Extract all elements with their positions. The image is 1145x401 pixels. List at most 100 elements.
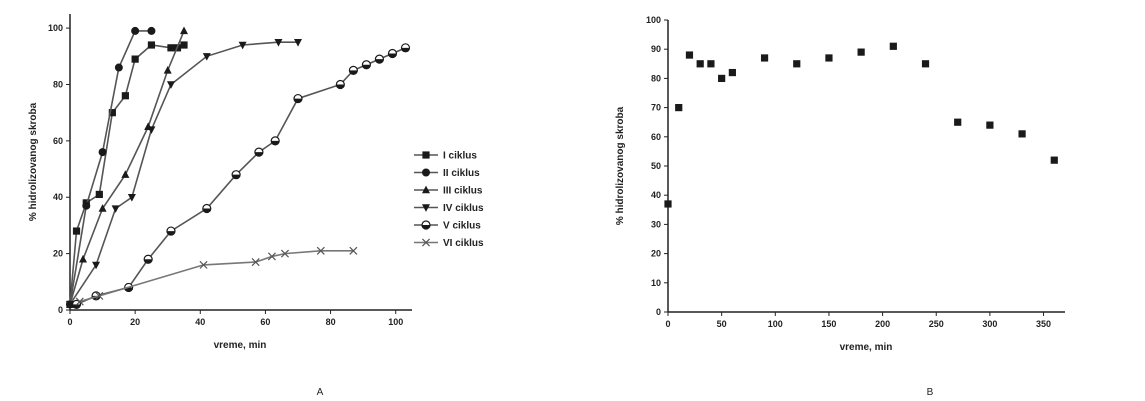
data-point (66, 301, 74, 309)
data-point (251, 258, 260, 267)
panel-b-x-tick-label: 300 (982, 319, 997, 329)
data-point (199, 260, 208, 269)
panel-a-y-tick-label: 100 (48, 23, 63, 33)
legend-label: I ciklus (443, 151, 477, 162)
data-point (316, 246, 325, 255)
legend-marker (422, 204, 430, 212)
panel-a-y-tick-label: 0 (58, 305, 63, 315)
data-point (857, 48, 865, 56)
data-point (718, 74, 726, 82)
legend-entry: VI ciklus (414, 238, 484, 249)
data-point (147, 41, 156, 49)
panel-b-y-label: % hidrolizovanog skroba (615, 106, 626, 225)
legend-entry: V ciklus (414, 220, 481, 232)
data-point (131, 55, 139, 63)
data-point (114, 63, 123, 72)
data-point (98, 148, 107, 157)
legend-marker (421, 238, 431, 247)
panel-b-y-tick-label: 40 (651, 190, 661, 200)
series-2 (66, 26, 156, 309)
panel-b-y-tick-label: 0 (656, 307, 661, 317)
series-line (76, 47, 406, 306)
panel-a-y-tick-label: 40 (53, 192, 63, 202)
legend-entry: I ciklus (414, 151, 477, 162)
data-point (143, 254, 153, 264)
legend-label: IV ciklus (443, 203, 484, 214)
data-point (685, 51, 694, 59)
panel-a-y-tick-label: 60 (53, 136, 63, 146)
data-point (166, 81, 175, 89)
data-point (254, 147, 264, 157)
data-point (270, 136, 280, 146)
data-point (180, 41, 188, 49)
panel-a-y-tick-label: 20 (53, 249, 63, 259)
panel-a: 0 20 40 60 80 100 0 20 40 60 80 100 I ciklus II cik… (28, 14, 484, 398)
panel-b-x-tick-label: 150 (821, 319, 836, 329)
data-point (231, 170, 241, 180)
legend-label: V ciklus (443, 221, 481, 232)
data-point (1050, 156, 1058, 164)
data-point (986, 121, 994, 129)
series-line (69, 41, 298, 305)
data-point (921, 60, 930, 68)
data-point (1018, 130, 1026, 138)
data-point (274, 38, 283, 47)
panel-a-legend: I ciklus II ciklus III ciklus IV ciklus V ci… (414, 151, 484, 249)
legend-label: II ciklus (443, 168, 480, 179)
data-point (72, 227, 81, 235)
panel-a-x-tick-label: 100 (388, 317, 403, 327)
panel-b-x-tick-label: 350 (1036, 319, 1051, 329)
data-point (267, 252, 276, 261)
legend-marker (421, 220, 431, 230)
data-point (95, 291, 104, 300)
data-point (167, 44, 175, 52)
panel-b-x-tick-label: 100 (768, 319, 783, 329)
data-point (163, 65, 172, 74)
data-point (121, 170, 130, 178)
data-point (92, 261, 101, 270)
data-point (202, 53, 211, 61)
panel-a-label: A (317, 387, 324, 398)
panel-b-y-tick-label: 20 (651, 249, 661, 259)
series-5 (71, 43, 411, 309)
data-point (793, 60, 801, 68)
panel-b-x-label: vreme, min (840, 342, 893, 353)
data-point (79, 254, 88, 263)
data-point (280, 249, 289, 258)
data-point (387, 48, 398, 59)
panel-a-x-tick-label: 20 (130, 317, 140, 327)
data-point (147, 126, 156, 134)
data-point (954, 118, 962, 126)
panel-a-y-label: % hidrolizovanog skroba (28, 102, 39, 221)
series-3 (66, 26, 188, 308)
data-point (95, 190, 103, 199)
data-point (131, 26, 140, 35)
data-point (180, 26, 188, 35)
panel-b-y-tick-label: 50 (651, 161, 661, 171)
panel-b-y-tick-label: 30 (651, 219, 661, 229)
data-point (238, 41, 247, 50)
data-point (349, 246, 358, 255)
legend-marker (422, 185, 430, 194)
data-point (127, 194, 136, 202)
data-point (348, 65, 358, 75)
data-point (825, 54, 833, 62)
panel-b-y-tick-label: 60 (651, 132, 661, 142)
data-point (166, 226, 176, 236)
legend-marker (422, 151, 430, 159)
data-point (728, 68, 736, 77)
panel-b-y-tick-label: 80 (651, 73, 661, 83)
panel-b-x-tick-label: 200 (875, 319, 890, 329)
panel-b-y-tick-label: 100 (646, 15, 661, 25)
panel-a-x-label: vreme, min (214, 340, 267, 351)
data-point (400, 43, 411, 53)
legend-entry: IV ciklus (414, 203, 484, 214)
series-line (79, 250, 354, 303)
data-point (293, 93, 303, 104)
data-point (147, 26, 156, 35)
legend-entry: II ciklus (414, 168, 480, 179)
data-point (111, 205, 120, 213)
panel-b-y-tick-label: 90 (651, 44, 661, 54)
data-point (98, 204, 107, 212)
